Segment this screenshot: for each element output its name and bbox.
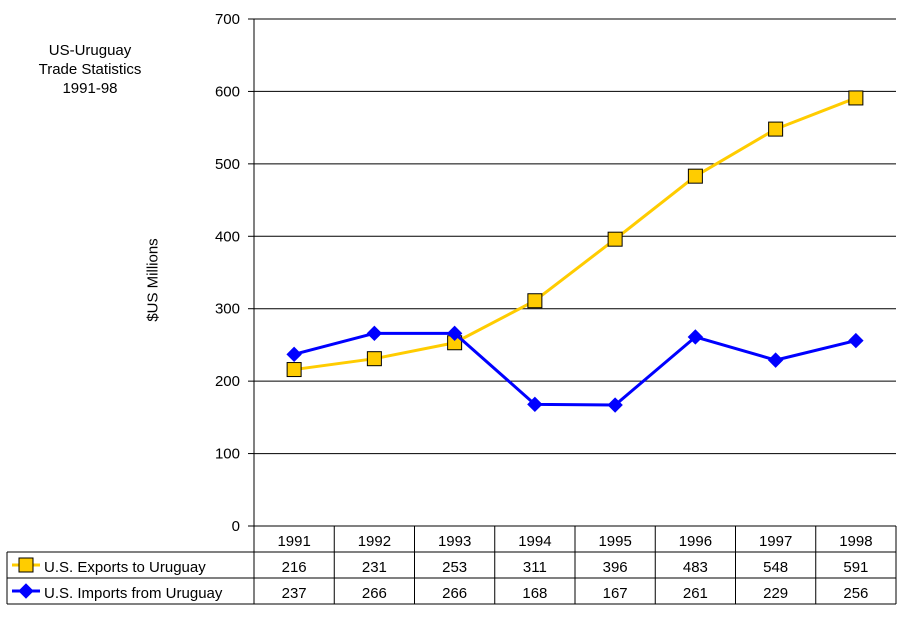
y-tick-label: 0 xyxy=(232,518,240,535)
y-tick-label: 400 xyxy=(215,228,240,245)
data-point xyxy=(768,121,784,137)
series-line xyxy=(293,331,857,407)
data-table-value: 261 xyxy=(683,585,708,602)
data-point xyxy=(527,293,543,309)
y-tick-label: 300 xyxy=(215,301,240,318)
gridlines xyxy=(254,18,896,455)
data-table-value: 266 xyxy=(442,585,467,602)
axes: 0 100 200 300 400 500 600 700 xyxy=(215,11,255,535)
y-tick-label: 600 xyxy=(215,83,240,100)
x-tick-label: 1991 xyxy=(277,533,310,550)
x-tick-label: 1992 xyxy=(358,533,391,550)
data-point xyxy=(366,325,383,342)
chart-title: US-Uruguay Trade Statistics 1991-98 xyxy=(20,41,160,98)
data-point xyxy=(687,329,704,345)
x-tick-label: 1993 xyxy=(438,533,471,550)
data-table: 1991 1992 1993 1994 1995 1996 1997 1998 U.S. Exp… xyxy=(6,525,897,605)
data-table-value: 229 xyxy=(763,585,788,602)
data-table-value: 231 xyxy=(362,559,387,576)
y-tick-label: 200 xyxy=(215,373,240,390)
data-point xyxy=(366,351,382,367)
data-point xyxy=(767,352,784,368)
data-table-value: 253 xyxy=(442,559,467,576)
legend-key-marker xyxy=(18,557,34,573)
legend-entry: U.S. Exports to Uruguay xyxy=(44,559,206,576)
chart-title-line-2: Trade Statistics xyxy=(38,61,142,78)
data-point xyxy=(527,396,543,413)
data-point xyxy=(286,346,302,363)
data-table-value: 266 xyxy=(362,585,387,602)
series-group xyxy=(286,90,864,413)
x-tick-label: 1998 xyxy=(839,533,872,550)
x-tick-label: 1996 xyxy=(679,533,712,550)
data-table-value: 396 xyxy=(603,559,628,576)
data-table-value: 483 xyxy=(683,559,708,576)
data-table-value: 256 xyxy=(843,585,868,602)
data-table-value: 311 xyxy=(523,559,547,576)
legend-entry: U.S. Imports from Uruguay xyxy=(44,585,223,602)
series-exports xyxy=(286,90,864,378)
y-tick-label: 700 xyxy=(215,11,240,28)
chart-title-line-3: 1991-98 xyxy=(62,80,118,97)
series-imports xyxy=(286,325,864,413)
x-tick-label: 1994 xyxy=(518,533,551,550)
chart-title-line-1: US-Uruguay xyxy=(48,42,132,59)
data-table-value: 167 xyxy=(603,585,628,602)
series-line xyxy=(293,96,857,372)
data-point xyxy=(848,332,864,349)
data-point xyxy=(607,397,623,413)
data-table-value: 548 xyxy=(763,559,788,576)
data-point xyxy=(848,90,864,106)
y-tick-label: 100 xyxy=(215,446,240,463)
y-tick-label: 500 xyxy=(215,156,240,173)
data-table-value: 591 xyxy=(843,559,868,576)
legend-key-marker xyxy=(18,583,34,599)
data-table-value: 216 xyxy=(282,559,307,576)
data-point xyxy=(286,362,302,378)
x-tick-label: 1995 xyxy=(598,533,631,550)
data-point xyxy=(446,325,463,342)
data-table-value: 237 xyxy=(282,585,307,602)
data-table-value: 168 xyxy=(522,585,547,602)
x-tick-label: 1997 xyxy=(759,533,792,550)
data-point xyxy=(607,231,623,247)
data-point xyxy=(687,168,703,184)
